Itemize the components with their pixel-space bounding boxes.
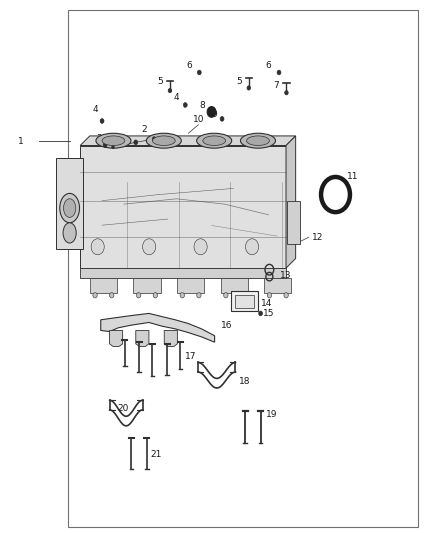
Circle shape — [220, 116, 224, 122]
Text: 8: 8 — [199, 101, 205, 110]
Text: 20: 20 — [118, 404, 129, 413]
Polygon shape — [101, 313, 215, 342]
Circle shape — [197, 293, 201, 298]
Text: 6: 6 — [186, 61, 192, 69]
Circle shape — [247, 86, 251, 90]
Circle shape — [93, 293, 97, 298]
Polygon shape — [110, 330, 123, 346]
Ellipse shape — [64, 199, 76, 217]
Text: 14: 14 — [261, 300, 272, 308]
Text: 15: 15 — [263, 309, 274, 318]
Polygon shape — [56, 158, 83, 249]
Circle shape — [267, 293, 272, 298]
Ellipse shape — [197, 133, 232, 148]
Polygon shape — [80, 146, 286, 268]
Circle shape — [284, 293, 288, 298]
Text: 17: 17 — [185, 352, 196, 360]
Text: 19: 19 — [266, 410, 277, 419]
FancyBboxPatch shape — [221, 278, 248, 293]
Circle shape — [277, 70, 281, 75]
Text: 5: 5 — [236, 77, 242, 85]
Text: 9: 9 — [211, 110, 217, 118]
Circle shape — [143, 239, 156, 255]
Text: 16: 16 — [221, 321, 232, 329]
Text: 12: 12 — [312, 233, 323, 241]
Circle shape — [224, 293, 228, 298]
Circle shape — [194, 239, 207, 255]
Ellipse shape — [203, 136, 226, 146]
Polygon shape — [136, 330, 149, 346]
Circle shape — [258, 311, 263, 316]
Ellipse shape — [96, 133, 131, 148]
Text: 4: 4 — [173, 93, 179, 102]
Circle shape — [134, 140, 138, 145]
Circle shape — [100, 118, 104, 124]
FancyBboxPatch shape — [287, 200, 300, 244]
FancyBboxPatch shape — [90, 278, 117, 293]
Circle shape — [112, 146, 114, 149]
Circle shape — [180, 293, 184, 298]
Text: 21: 21 — [150, 450, 162, 458]
Polygon shape — [80, 136, 296, 146]
Text: 1: 1 — [18, 137, 23, 146]
FancyBboxPatch shape — [177, 278, 204, 293]
Circle shape — [91, 239, 104, 255]
Ellipse shape — [60, 193, 80, 223]
Ellipse shape — [247, 136, 269, 146]
Circle shape — [285, 91, 288, 95]
Circle shape — [207, 107, 216, 117]
Text: 7: 7 — [274, 81, 279, 90]
Circle shape — [137, 293, 141, 298]
Polygon shape — [286, 136, 296, 268]
Circle shape — [168, 88, 172, 93]
FancyBboxPatch shape — [134, 278, 161, 293]
Text: 10: 10 — [193, 115, 204, 124]
Ellipse shape — [152, 136, 175, 146]
Ellipse shape — [146, 133, 181, 148]
FancyBboxPatch shape — [235, 295, 254, 308]
Text: 13: 13 — [280, 271, 292, 279]
Polygon shape — [164, 330, 177, 346]
Polygon shape — [80, 268, 286, 278]
Circle shape — [183, 102, 187, 108]
Text: 18: 18 — [239, 377, 250, 385]
Text: 5: 5 — [157, 77, 163, 85]
FancyBboxPatch shape — [264, 278, 291, 293]
Bar — [68, 10, 418, 527]
Text: 2: 2 — [142, 125, 147, 134]
Text: 3: 3 — [96, 134, 102, 143]
Ellipse shape — [102, 136, 125, 146]
FancyBboxPatch shape — [231, 291, 258, 311]
Circle shape — [103, 142, 107, 147]
Circle shape — [110, 293, 114, 298]
Circle shape — [245, 239, 258, 255]
Ellipse shape — [240, 133, 276, 148]
Circle shape — [240, 293, 245, 298]
Ellipse shape — [63, 223, 76, 243]
Text: 4: 4 — [93, 104, 98, 114]
Circle shape — [152, 136, 156, 142]
Text: 6: 6 — [266, 61, 272, 69]
Circle shape — [197, 70, 201, 75]
Circle shape — [153, 293, 158, 298]
Text: 11: 11 — [347, 173, 359, 181]
